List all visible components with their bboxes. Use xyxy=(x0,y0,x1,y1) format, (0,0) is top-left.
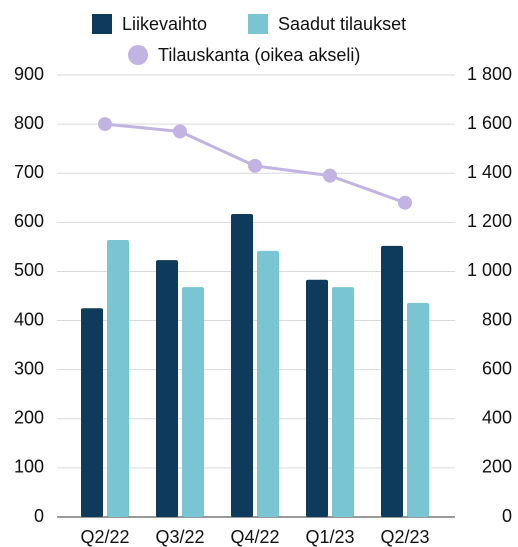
bar xyxy=(81,308,103,517)
legend-label: Tilauskanta (oikea akseli) xyxy=(158,45,360,65)
y2-tick-label: 1 800 xyxy=(467,64,512,84)
y2-tick-label: 1 200 xyxy=(467,211,512,231)
line-point xyxy=(173,124,187,139)
y2-tick-label: 0 xyxy=(502,506,512,526)
legend-swatch xyxy=(248,14,268,34)
bar xyxy=(407,302,429,517)
x-tick-label: Q3/22 xyxy=(155,527,204,547)
y2-tick-label: 400 xyxy=(482,408,512,428)
y-tick-label: 200 xyxy=(14,408,44,428)
line-point xyxy=(98,117,112,132)
x-tick-label: Q2/23 xyxy=(380,527,429,547)
bar xyxy=(156,260,178,517)
legend-label: Saadut tilaukset xyxy=(278,14,406,34)
legend-swatch xyxy=(128,45,148,65)
y2-tick-label: 600 xyxy=(482,358,512,378)
legend-label: Liikevaihto xyxy=(122,14,207,34)
y-tick-label: 300 xyxy=(14,358,44,378)
x-tick-label: Q4/22 xyxy=(230,527,279,547)
y2-tick-label: 1 600 xyxy=(467,113,512,133)
y-tick-label: 500 xyxy=(14,260,44,280)
y2-tick-label: 200 xyxy=(482,457,512,477)
line-point xyxy=(323,168,337,183)
legend-swatch xyxy=(92,14,112,34)
x-tick-label: Q1/23 xyxy=(305,527,354,547)
bar xyxy=(257,250,279,517)
y-tick-label: 800 xyxy=(14,113,44,133)
y-tick-label: 100 xyxy=(14,457,44,477)
y-tick-label: 600 xyxy=(14,211,44,231)
bar xyxy=(107,240,129,517)
x-tick-label: Q2/22 xyxy=(80,527,129,547)
y-tick-label: 0 xyxy=(34,506,44,526)
y2-tick-label: 1 400 xyxy=(467,162,512,182)
y2-tick-label: 800 xyxy=(482,309,512,329)
y-tick-label: 400 xyxy=(14,309,44,329)
y-tick-label: 700 xyxy=(14,162,44,182)
bar xyxy=(306,279,328,517)
bar xyxy=(332,287,354,517)
y-tick-label: 900 xyxy=(14,64,44,84)
bar xyxy=(231,213,253,518)
bar xyxy=(182,287,204,517)
line-point xyxy=(398,195,412,210)
bar xyxy=(381,245,403,517)
line-point xyxy=(248,158,262,173)
y2-tick-label: 1 000 xyxy=(467,260,512,280)
